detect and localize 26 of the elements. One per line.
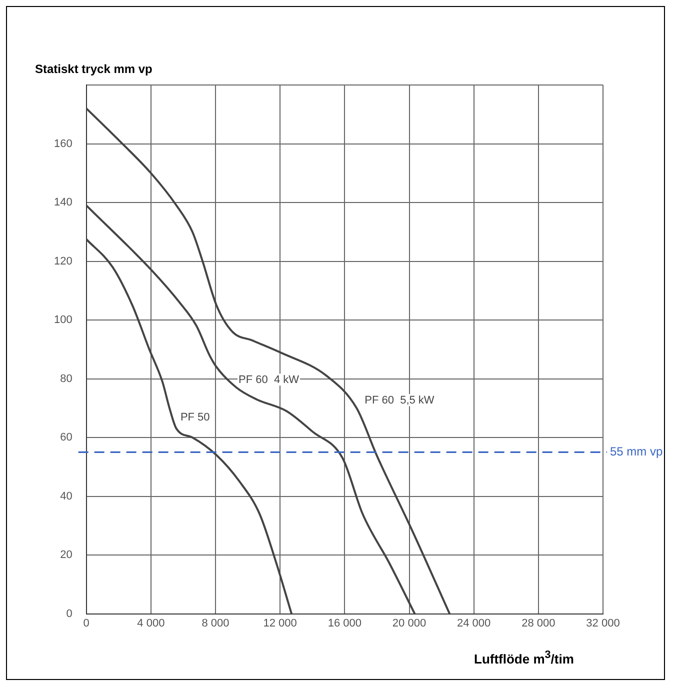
y-tick-label: 0 — [66, 608, 72, 620]
series-label: PF 60 5,5 kW — [364, 394, 435, 407]
x-tick-label: 20 000 — [392, 617, 426, 630]
series-label: PF 60 4 kW — [238, 374, 300, 386]
x-tick-label: 28 000 — [522, 617, 556, 630]
x-tick-label: 32 000 — [586, 617, 620, 630]
line-series — [86, 108, 451, 614]
y-tick-label: 40 — [60, 490, 72, 502]
x-tick-label: 12 000 — [263, 617, 297, 630]
x-tick-label: 0 — [83, 617, 90, 630]
x-tick-label: 4 000 — [137, 617, 165, 630]
x-axis-title: Luftflöde m$^{3}$/tim — [474, 649, 574, 666]
y-tick-label: 100 — [54, 314, 72, 326]
x-tick-label: 16 000 — [328, 617, 362, 630]
y-tick-label: 80 — [60, 372, 72, 385]
series-label: PF 50 — [180, 411, 210, 424]
y-tick-label: 60 — [60, 432, 72, 444]
ref-line-label: 55 mm vp — [610, 444, 664, 459]
y-tick-label: 20 — [60, 549, 72, 562]
x-tick-label: 24 000 — [457, 617, 491, 630]
line-series — [86, 204, 416, 614]
y-axis-title: Statiskt tryck mm vp — [35, 62, 152, 76]
y-tick-label: 140 — [54, 196, 72, 209]
y-tick-label: 120 — [54, 255, 72, 268]
y-tick-label: 160 — [54, 138, 72, 150]
x-tick-label: 8 000 — [202, 617, 230, 630]
